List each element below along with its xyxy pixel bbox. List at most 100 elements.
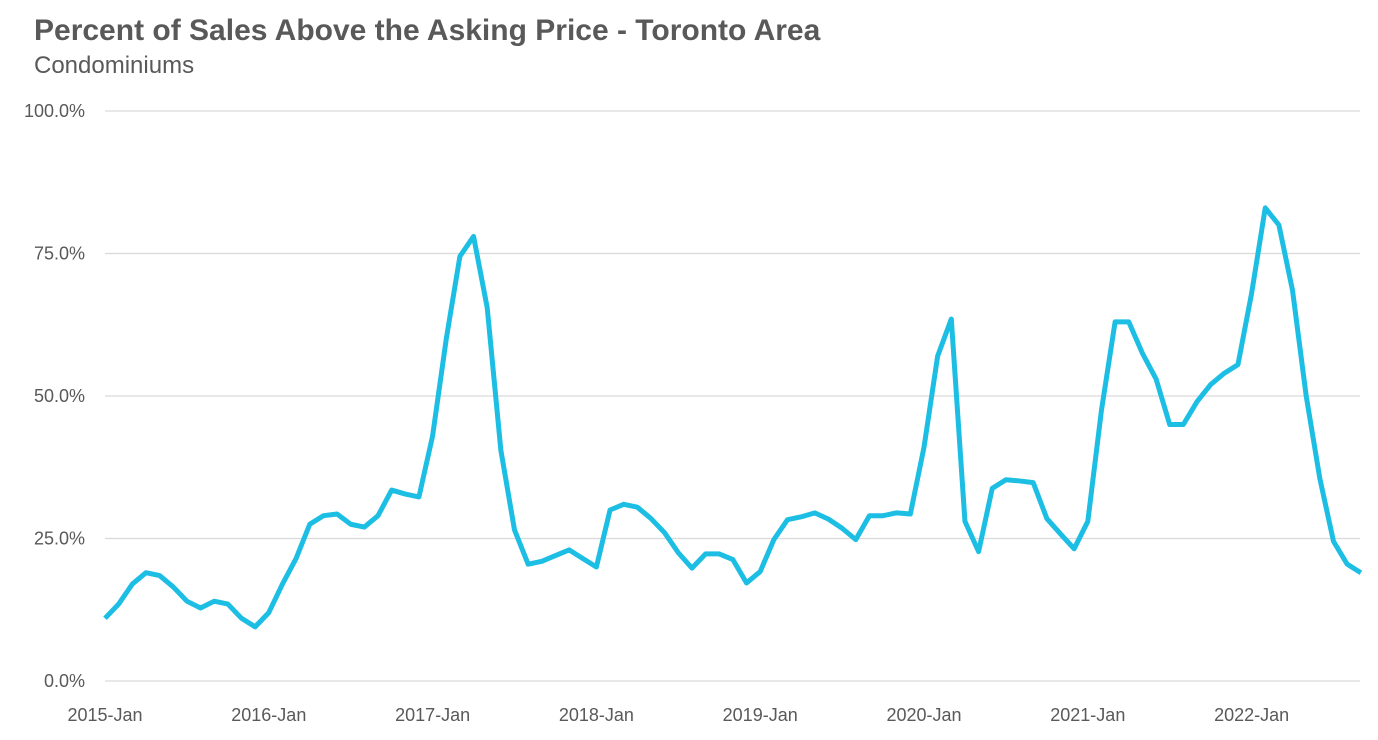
x-tick-label: 2017-Jan [395,705,470,725]
data-point [348,522,353,527]
data-point [853,537,858,542]
data-point [758,569,763,574]
data-point [703,551,708,556]
data-point [1031,480,1036,485]
data-point [1358,570,1363,575]
data-point [662,530,667,535]
data-point [416,494,421,499]
data-point [1154,376,1159,381]
data-point [1017,478,1022,483]
data-point [1331,539,1336,544]
y-tick-label: 50.0% [34,386,85,406]
data-point [649,516,654,521]
data-point [1222,371,1227,376]
data-point [294,556,299,561]
data-point [1058,531,1063,536]
x-tick-label: 2022-Jan [1214,705,1289,725]
data-point [1085,519,1090,524]
data-point [430,433,435,438]
data-point [635,505,640,510]
data-point [1167,422,1172,427]
y-tick-label: 0.0% [44,671,85,691]
data-point [526,562,531,567]
data-point [990,486,995,491]
data-point [717,551,722,556]
data-point [785,517,790,522]
data-point [212,599,217,604]
data-point [1208,382,1213,387]
x-tick-label: 2020-Jan [886,705,961,725]
data-point [1195,399,1200,404]
data-point [594,565,599,570]
data-point [840,526,845,531]
data-point [976,549,981,554]
data-point [1249,291,1254,296]
data-point [771,537,776,542]
data-point [1263,205,1268,210]
y-tick-label: 75.0% [34,244,85,264]
data-point [730,557,735,562]
data-point [553,553,558,558]
data-point [471,234,476,239]
data-point [403,492,408,497]
data-point [812,510,817,515]
data-point [580,556,585,561]
data-point [1181,422,1186,427]
data-point [894,510,899,515]
data-point [1140,351,1145,356]
data-point [307,522,312,527]
data-point [321,513,326,518]
data-point [444,337,449,342]
x-tick-label: 2016-Jan [231,705,306,725]
data-point [962,519,967,524]
chart-subtitle: Condominiums [34,52,195,79]
data-point [539,559,544,564]
data-point [867,513,872,518]
chart-title: Percent of Sales Above the Asking Price … [34,14,821,47]
data-point [266,610,271,615]
data-point [239,616,244,621]
data-point [1099,408,1104,413]
y-axis-tick-labels: 0.0% 25.0% 50.0% 75.0% 100.0% [24,101,85,691]
data-point [184,599,189,604]
data-point [485,305,490,310]
data-point [949,317,954,322]
data-point [389,488,394,493]
data-point [1317,476,1322,481]
data-point [225,602,230,607]
data-point [935,354,940,359]
x-tick-label: 2021-Jan [1050,705,1125,725]
data-point [908,511,913,516]
data-point [362,525,367,530]
data-point [253,624,258,629]
data-point [335,511,340,516]
data-point [676,550,681,555]
data-point [457,254,462,259]
data-point [1304,394,1309,399]
data-point [1003,477,1008,482]
data-point [1072,546,1077,551]
data-point [512,527,517,532]
data-point [826,517,831,522]
gridlines [105,110,1360,682]
data-point [116,602,121,607]
data-point [799,514,804,519]
data-point [198,606,203,611]
data-point [881,513,886,518]
data-point [280,582,285,587]
data-point [103,616,108,621]
data-point [143,570,148,575]
data-point [1276,223,1281,228]
data-point [1126,319,1131,324]
data-point [689,566,694,571]
data-point [376,513,381,518]
data-point [130,582,135,587]
x-tick-label: 2018-Jan [559,705,634,725]
x-axis-tick-labels: 2015-Jan 2016-Jan 2017-Jan 2018-Jan 2019-Jan… [67,705,1289,725]
data-point [1345,562,1350,567]
data-point [1044,516,1049,521]
data-point [1290,288,1295,293]
y-tick-label: 100.0% [24,101,85,121]
data-point [922,445,927,450]
